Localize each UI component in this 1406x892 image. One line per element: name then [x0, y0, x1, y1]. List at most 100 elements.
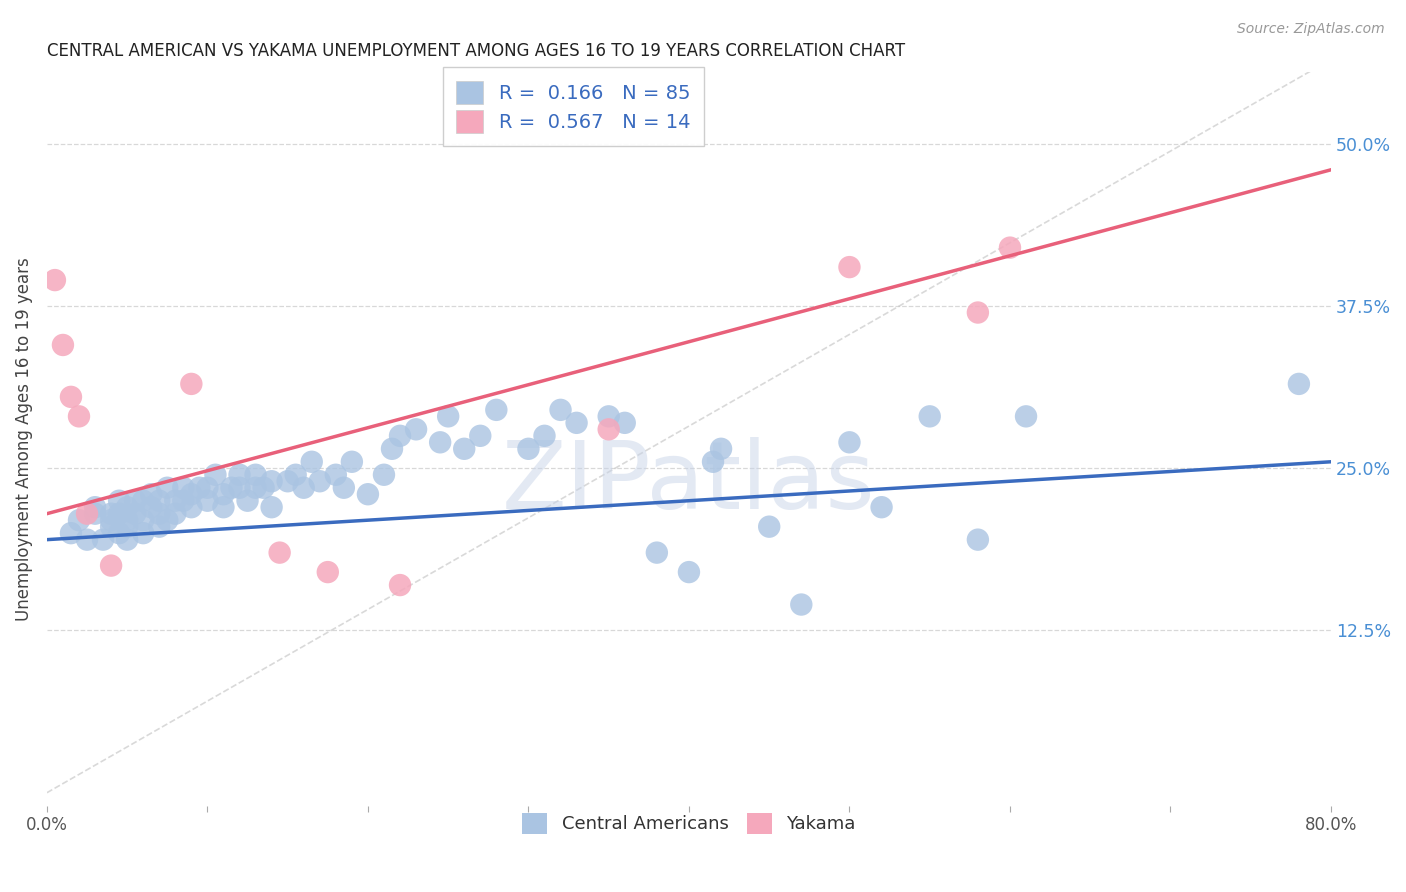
Point	[967, 533, 990, 547]
Point	[702, 455, 724, 469]
Point	[918, 409, 941, 424]
Point	[998, 241, 1021, 255]
Point	[1288, 376, 1310, 391]
Point	[108, 507, 131, 521]
Point	[132, 526, 155, 541]
Point	[340, 455, 363, 469]
Point	[389, 578, 412, 592]
Point	[470, 429, 492, 443]
Point	[260, 500, 283, 515]
Point	[598, 409, 620, 424]
Point	[389, 429, 412, 443]
Y-axis label: Unemployment Among Ages 16 to 19 years: Unemployment Among Ages 16 to 19 years	[15, 257, 32, 621]
Point	[550, 402, 572, 417]
Point	[132, 493, 155, 508]
Text: ZIPatlas: ZIPatlas	[502, 437, 876, 529]
Point	[148, 493, 170, 508]
Text: CENTRAL AMERICAN VS YAKAMA UNEMPLOYMENT AMONG AGES 16 TO 19 YEARS CORRELATION CH: CENTRAL AMERICAN VS YAKAMA UNEMPLOYMENT …	[46, 42, 905, 60]
Point	[84, 507, 107, 521]
Point	[838, 260, 860, 274]
Point	[269, 546, 291, 560]
Point	[381, 442, 404, 456]
Point	[301, 455, 323, 469]
Point	[333, 481, 356, 495]
Point	[284, 467, 307, 482]
Point	[115, 500, 138, 515]
Point	[172, 493, 194, 508]
Point	[357, 487, 380, 501]
Point	[141, 500, 163, 515]
Point	[180, 376, 202, 391]
Point	[148, 507, 170, 521]
Point	[132, 513, 155, 527]
Point	[790, 598, 813, 612]
Point	[52, 338, 75, 352]
Point	[156, 481, 179, 495]
Point	[156, 513, 179, 527]
Text: Source: ZipAtlas.com: Source: ZipAtlas.com	[1237, 22, 1385, 37]
Point	[67, 513, 90, 527]
Point	[292, 481, 315, 495]
Point	[197, 481, 219, 495]
Point	[148, 519, 170, 533]
Point	[44, 273, 66, 287]
Point	[115, 519, 138, 533]
Point	[197, 493, 219, 508]
Point	[678, 565, 700, 579]
Point	[277, 475, 299, 489]
Point	[100, 519, 122, 533]
Point	[59, 390, 82, 404]
Point	[100, 558, 122, 573]
Point	[236, 493, 259, 508]
Point	[565, 416, 588, 430]
Point	[308, 475, 330, 489]
Point	[59, 526, 82, 541]
Point	[437, 409, 460, 424]
Point	[228, 467, 250, 482]
Point	[172, 481, 194, 495]
Point	[260, 475, 283, 489]
Point	[245, 481, 267, 495]
Point	[316, 565, 339, 579]
Point	[76, 533, 98, 547]
Point	[100, 507, 122, 521]
Point	[228, 481, 250, 495]
Point	[141, 487, 163, 501]
Point	[108, 493, 131, 508]
Point	[212, 487, 235, 501]
Point	[245, 467, 267, 482]
Point	[967, 305, 990, 319]
Point	[115, 513, 138, 527]
Point	[188, 481, 211, 495]
Point	[212, 500, 235, 515]
Point	[76, 507, 98, 521]
Point	[325, 467, 347, 482]
Point	[598, 422, 620, 436]
Point	[870, 500, 893, 515]
Point	[838, 435, 860, 450]
Point	[100, 513, 122, 527]
Point	[373, 467, 395, 482]
Point	[710, 442, 733, 456]
Point	[252, 481, 274, 495]
Point	[165, 493, 187, 508]
Legend: Central Americans, Yakama: Central Americans, Yakama	[512, 802, 866, 845]
Point	[405, 422, 427, 436]
Point	[124, 493, 146, 508]
Point	[108, 526, 131, 541]
Point	[91, 533, 114, 547]
Point	[613, 416, 636, 430]
Point	[180, 487, 202, 501]
Point	[1015, 409, 1038, 424]
Point	[165, 507, 187, 521]
Point	[533, 429, 555, 443]
Point	[485, 402, 508, 417]
Point	[180, 500, 202, 515]
Point	[645, 546, 668, 560]
Point	[758, 519, 780, 533]
Point	[115, 533, 138, 547]
Point	[67, 409, 90, 424]
Point	[84, 500, 107, 515]
Point	[453, 442, 475, 456]
Point	[204, 467, 226, 482]
